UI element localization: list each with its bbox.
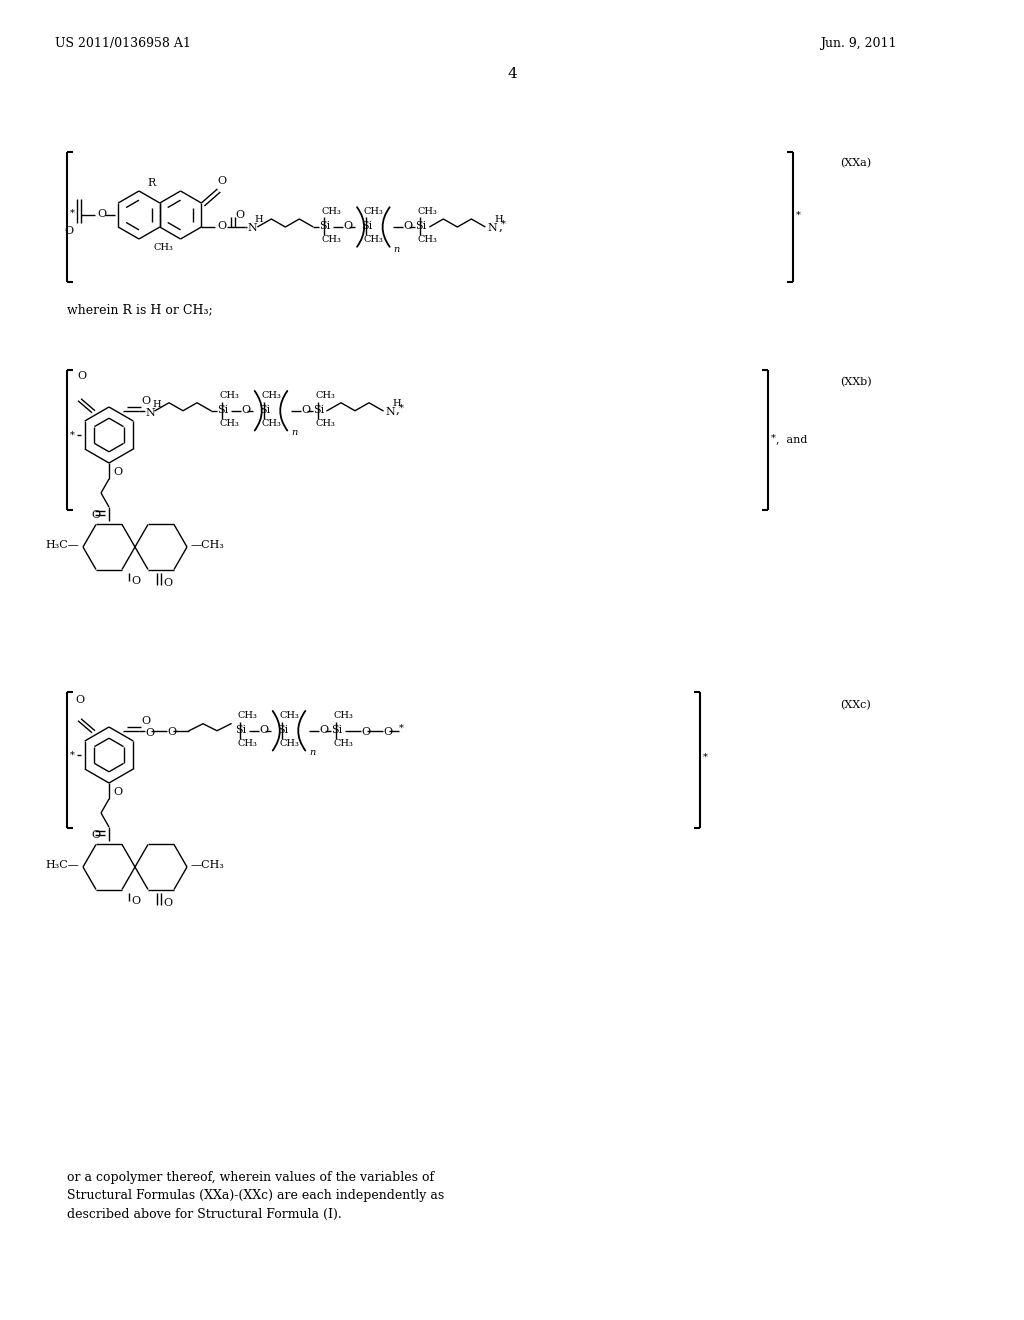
Text: O: O	[259, 725, 268, 735]
Text: H: H	[392, 399, 400, 408]
Text: O: O	[65, 226, 74, 236]
Text: O: O	[236, 210, 245, 220]
Text: O: O	[217, 176, 226, 186]
Text: O: O	[343, 220, 352, 231]
Text: CH₃: CH₃	[261, 420, 281, 428]
Text: *: *	[399, 723, 403, 733]
Text: *: *	[70, 430, 75, 440]
Text: *: *	[399, 403, 403, 412]
Text: n: n	[393, 244, 399, 253]
Text: O: O	[383, 727, 392, 737]
Text: wherein R is H or CH₃;: wherein R is H or CH₃;	[67, 304, 213, 317]
Text: O: O	[217, 220, 226, 231]
Text: CH₃: CH₃	[237, 711, 257, 721]
Text: O: O	[75, 696, 84, 705]
Text: O: O	[301, 405, 310, 414]
Text: —CH₃: —CH₃	[191, 540, 225, 550]
Text: CH₃: CH₃	[364, 235, 383, 244]
Text: n: n	[309, 748, 315, 758]
Text: H₃C—: H₃C—	[45, 861, 79, 870]
Text: O: O	[361, 727, 370, 737]
Text: Si: Si	[259, 405, 270, 414]
Text: O: O	[97, 209, 106, 219]
Text: Si: Si	[278, 725, 288, 735]
Text: CH₃: CH₃	[279, 711, 299, 721]
Text: H: H	[152, 400, 161, 409]
Text: O: O	[113, 787, 122, 797]
Text: CH₃: CH₃	[219, 420, 239, 428]
Text: N: N	[248, 223, 257, 234]
Text: N: N	[385, 407, 394, 417]
Text: (XXa): (XXa)	[840, 158, 871, 168]
Text: Si: Si	[234, 725, 246, 735]
Text: Si: Si	[416, 220, 427, 231]
Text: CH₃: CH₃	[322, 206, 341, 215]
Text: CH₃: CH₃	[418, 235, 437, 244]
Text: CH₃: CH₃	[279, 739, 299, 748]
Text: O: O	[131, 576, 140, 586]
Text: CH₃: CH₃	[333, 711, 353, 721]
Text: O: O	[141, 396, 151, 405]
Text: CH₃: CH₃	[364, 207, 383, 216]
Text: CH₃: CH₃	[237, 739, 257, 748]
Text: H: H	[254, 215, 263, 224]
Text: R: R	[147, 178, 156, 187]
Text: Structural Formulas (XXa)-(XXc) are each independently as: Structural Formulas (XXa)-(XXc) are each…	[67, 1189, 444, 1203]
Text: CH₃: CH₃	[315, 420, 335, 428]
Text: CH₃: CH₃	[333, 739, 353, 748]
Text: ,  and: , and	[776, 434, 807, 444]
Text: CH₃: CH₃	[153, 243, 173, 252]
Text: *: *	[70, 209, 75, 218]
Text: or a copolymer thereof, wherein values of the variables of: or a copolymer thereof, wherein values o…	[67, 1172, 434, 1184]
Text: *: *	[703, 752, 708, 762]
Text: *: *	[502, 219, 506, 228]
Text: O: O	[131, 896, 140, 906]
Text: N: N	[487, 223, 497, 234]
Text: described above for Structural Formula (I).: described above for Structural Formula (…	[67, 1208, 342, 1221]
Text: CH₃: CH₃	[315, 391, 335, 400]
Text: O: O	[163, 898, 172, 908]
Text: N: N	[145, 408, 155, 417]
Text: *: *	[70, 751, 75, 759]
Text: Jun. 9, 2011: Jun. 9, 2011	[820, 37, 896, 49]
Text: O: O	[319, 725, 328, 735]
Text: O: O	[167, 727, 176, 737]
Text: CH₃: CH₃	[261, 391, 281, 400]
Text: CH₃: CH₃	[219, 391, 239, 400]
Text: O: O	[145, 727, 155, 738]
Text: CH₃: CH₃	[418, 206, 437, 215]
Text: O: O	[91, 510, 100, 520]
Text: —CH₃: —CH₃	[191, 861, 225, 870]
Text: O: O	[163, 578, 172, 587]
Text: ,: ,	[499, 219, 502, 232]
Text: (XXc): (XXc)	[840, 700, 870, 710]
Text: O: O	[141, 715, 151, 726]
Text: O: O	[77, 371, 86, 381]
Text: *: *	[771, 433, 776, 442]
Text: 4: 4	[507, 67, 517, 81]
Text: H₃C—: H₃C—	[45, 540, 79, 550]
Text: Si: Si	[217, 405, 228, 414]
Text: (XXb): (XXb)	[840, 376, 871, 387]
Text: n: n	[291, 428, 297, 437]
Text: CH₃: CH₃	[322, 235, 341, 244]
Text: Si: Si	[319, 220, 331, 231]
Text: O: O	[403, 220, 413, 231]
Text: Si: Si	[331, 725, 342, 735]
Text: Si: Si	[361, 220, 373, 231]
Text: O: O	[241, 405, 250, 414]
Text: Si: Si	[313, 405, 325, 414]
Text: O: O	[91, 830, 100, 840]
Text: US 2011/0136958 A1: US 2011/0136958 A1	[55, 37, 190, 49]
Text: H: H	[495, 215, 503, 224]
Text: O: O	[113, 467, 122, 477]
Text: *: *	[796, 210, 801, 219]
Text: ,: ,	[396, 403, 400, 416]
